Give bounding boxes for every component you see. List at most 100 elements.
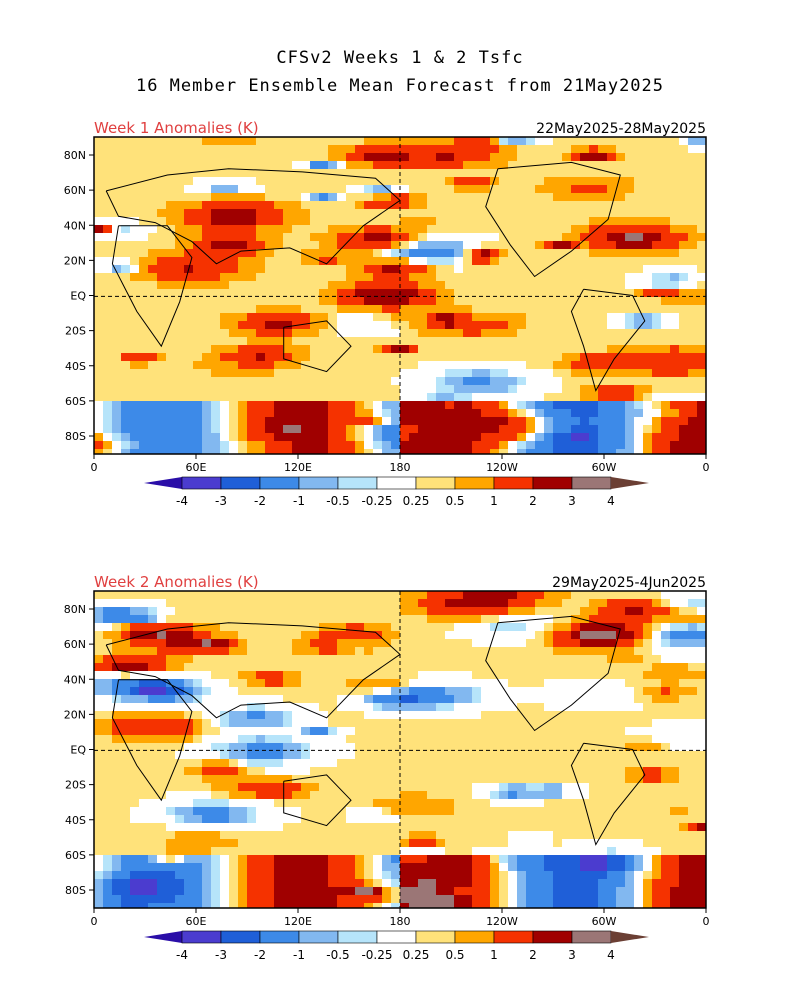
anomaly-cell	[580, 679, 589, 687]
anomaly-cell	[355, 353, 364, 361]
anomaly-cell	[94, 449, 103, 454]
anomaly-cell	[319, 225, 328, 233]
anomaly-cell	[247, 727, 256, 735]
anomaly-cell	[220, 767, 229, 775]
anomaly-cell	[535, 265, 544, 273]
anomaly-cell	[310, 409, 319, 417]
anomaly-cell	[220, 353, 229, 361]
anomaly-cell	[337, 361, 346, 369]
anomaly-cell	[148, 847, 157, 855]
anomaly-cell	[319, 679, 328, 687]
anomaly-cell	[616, 671, 625, 679]
anomaly-cell	[670, 791, 679, 799]
anomaly-cell	[265, 663, 274, 671]
anomaly-cell	[472, 791, 481, 799]
anomaly-cell	[643, 679, 652, 687]
anomaly-cell	[481, 385, 490, 393]
anomaly-cell	[400, 321, 409, 329]
anomaly-cell	[382, 759, 391, 767]
anomaly-cell	[571, 591, 580, 599]
anomaly-cell	[517, 321, 526, 329]
anomaly-cell	[175, 441, 184, 449]
anomaly-cell	[463, 257, 472, 265]
anomaly-cell	[526, 433, 535, 441]
anomaly-cell	[517, 329, 526, 337]
anomaly-cell	[112, 345, 121, 353]
anomaly-cell	[418, 353, 427, 361]
anomaly-cell	[535, 209, 544, 217]
anomaly-cell	[490, 433, 499, 441]
anomaly-cell	[571, 201, 580, 209]
anomaly-cell	[535, 393, 544, 401]
anomaly-cell	[94, 743, 103, 751]
anomaly-cell	[544, 193, 553, 201]
anomaly-cell	[499, 145, 508, 153]
anomaly-cell	[175, 759, 184, 767]
anomaly-cell	[166, 743, 175, 751]
anomaly-cell	[598, 185, 607, 193]
anomaly-cell	[184, 297, 193, 305]
anomaly-cell	[481, 441, 490, 449]
anomaly-cell	[346, 727, 355, 735]
anomaly-cell	[220, 137, 229, 145]
anomaly-cell	[157, 153, 166, 161]
anomaly-cell	[364, 799, 373, 807]
anomaly-cell	[670, 193, 679, 201]
anomaly-cell	[238, 241, 247, 249]
anomaly-cell	[382, 201, 391, 209]
anomaly-cell	[409, 137, 418, 145]
anomaly-cell	[94, 767, 103, 775]
anomaly-cell	[553, 185, 562, 193]
anomaly-cell	[391, 695, 400, 703]
anomaly-cell	[310, 401, 319, 409]
anomaly-cell	[553, 241, 562, 249]
anomaly-cell	[130, 791, 139, 799]
anomaly-cell	[229, 847, 238, 855]
anomaly-cell	[310, 417, 319, 425]
anomaly-cell	[400, 655, 409, 663]
anomaly-cell	[184, 289, 193, 297]
anomaly-cell	[265, 329, 274, 337]
anomaly-cell	[301, 329, 310, 337]
anomaly-cell	[481, 623, 490, 631]
anomaly-cell	[346, 735, 355, 743]
anomaly-cell	[283, 615, 292, 623]
anomaly-cell	[121, 321, 130, 329]
anomaly-cell	[535, 591, 544, 599]
anomaly-cell	[373, 249, 382, 257]
anomaly-cell	[490, 687, 499, 695]
anomaly-cell	[94, 377, 103, 385]
anomaly-cell	[103, 241, 112, 249]
anomaly-cell	[607, 775, 616, 783]
anomaly-cell	[436, 663, 445, 671]
anomaly-cell	[220, 663, 229, 671]
anomaly-cell	[319, 751, 328, 759]
anomaly-cell	[463, 591, 472, 599]
anomaly-cell	[400, 209, 409, 217]
anomaly-cell	[445, 249, 454, 257]
anomaly-cell	[121, 201, 130, 209]
anomaly-cell	[445, 305, 454, 313]
anomaly-cell	[175, 799, 184, 807]
anomaly-cell	[625, 169, 634, 177]
anomaly-cell	[598, 839, 607, 847]
anomaly-cell	[661, 177, 670, 185]
anomaly-cell	[643, 169, 652, 177]
anomaly-cell	[175, 671, 184, 679]
anomaly-cell	[634, 241, 643, 249]
anomaly-cell	[337, 417, 346, 425]
anomaly-cell	[211, 345, 220, 353]
anomaly-cell	[643, 703, 652, 711]
anomaly-cell	[319, 775, 328, 783]
anomaly-cell	[274, 409, 283, 417]
anomaly-cell	[157, 377, 166, 385]
anomaly-cell	[211, 369, 220, 377]
anomaly-cell	[553, 313, 562, 321]
anomaly-cell	[337, 337, 346, 345]
anomaly-cell	[391, 417, 400, 425]
anomaly-cell	[274, 361, 283, 369]
anomaly-cell	[193, 591, 202, 599]
anomaly-cell	[184, 145, 193, 153]
anomaly-cell	[517, 703, 526, 711]
anomaly-cell	[112, 425, 121, 433]
